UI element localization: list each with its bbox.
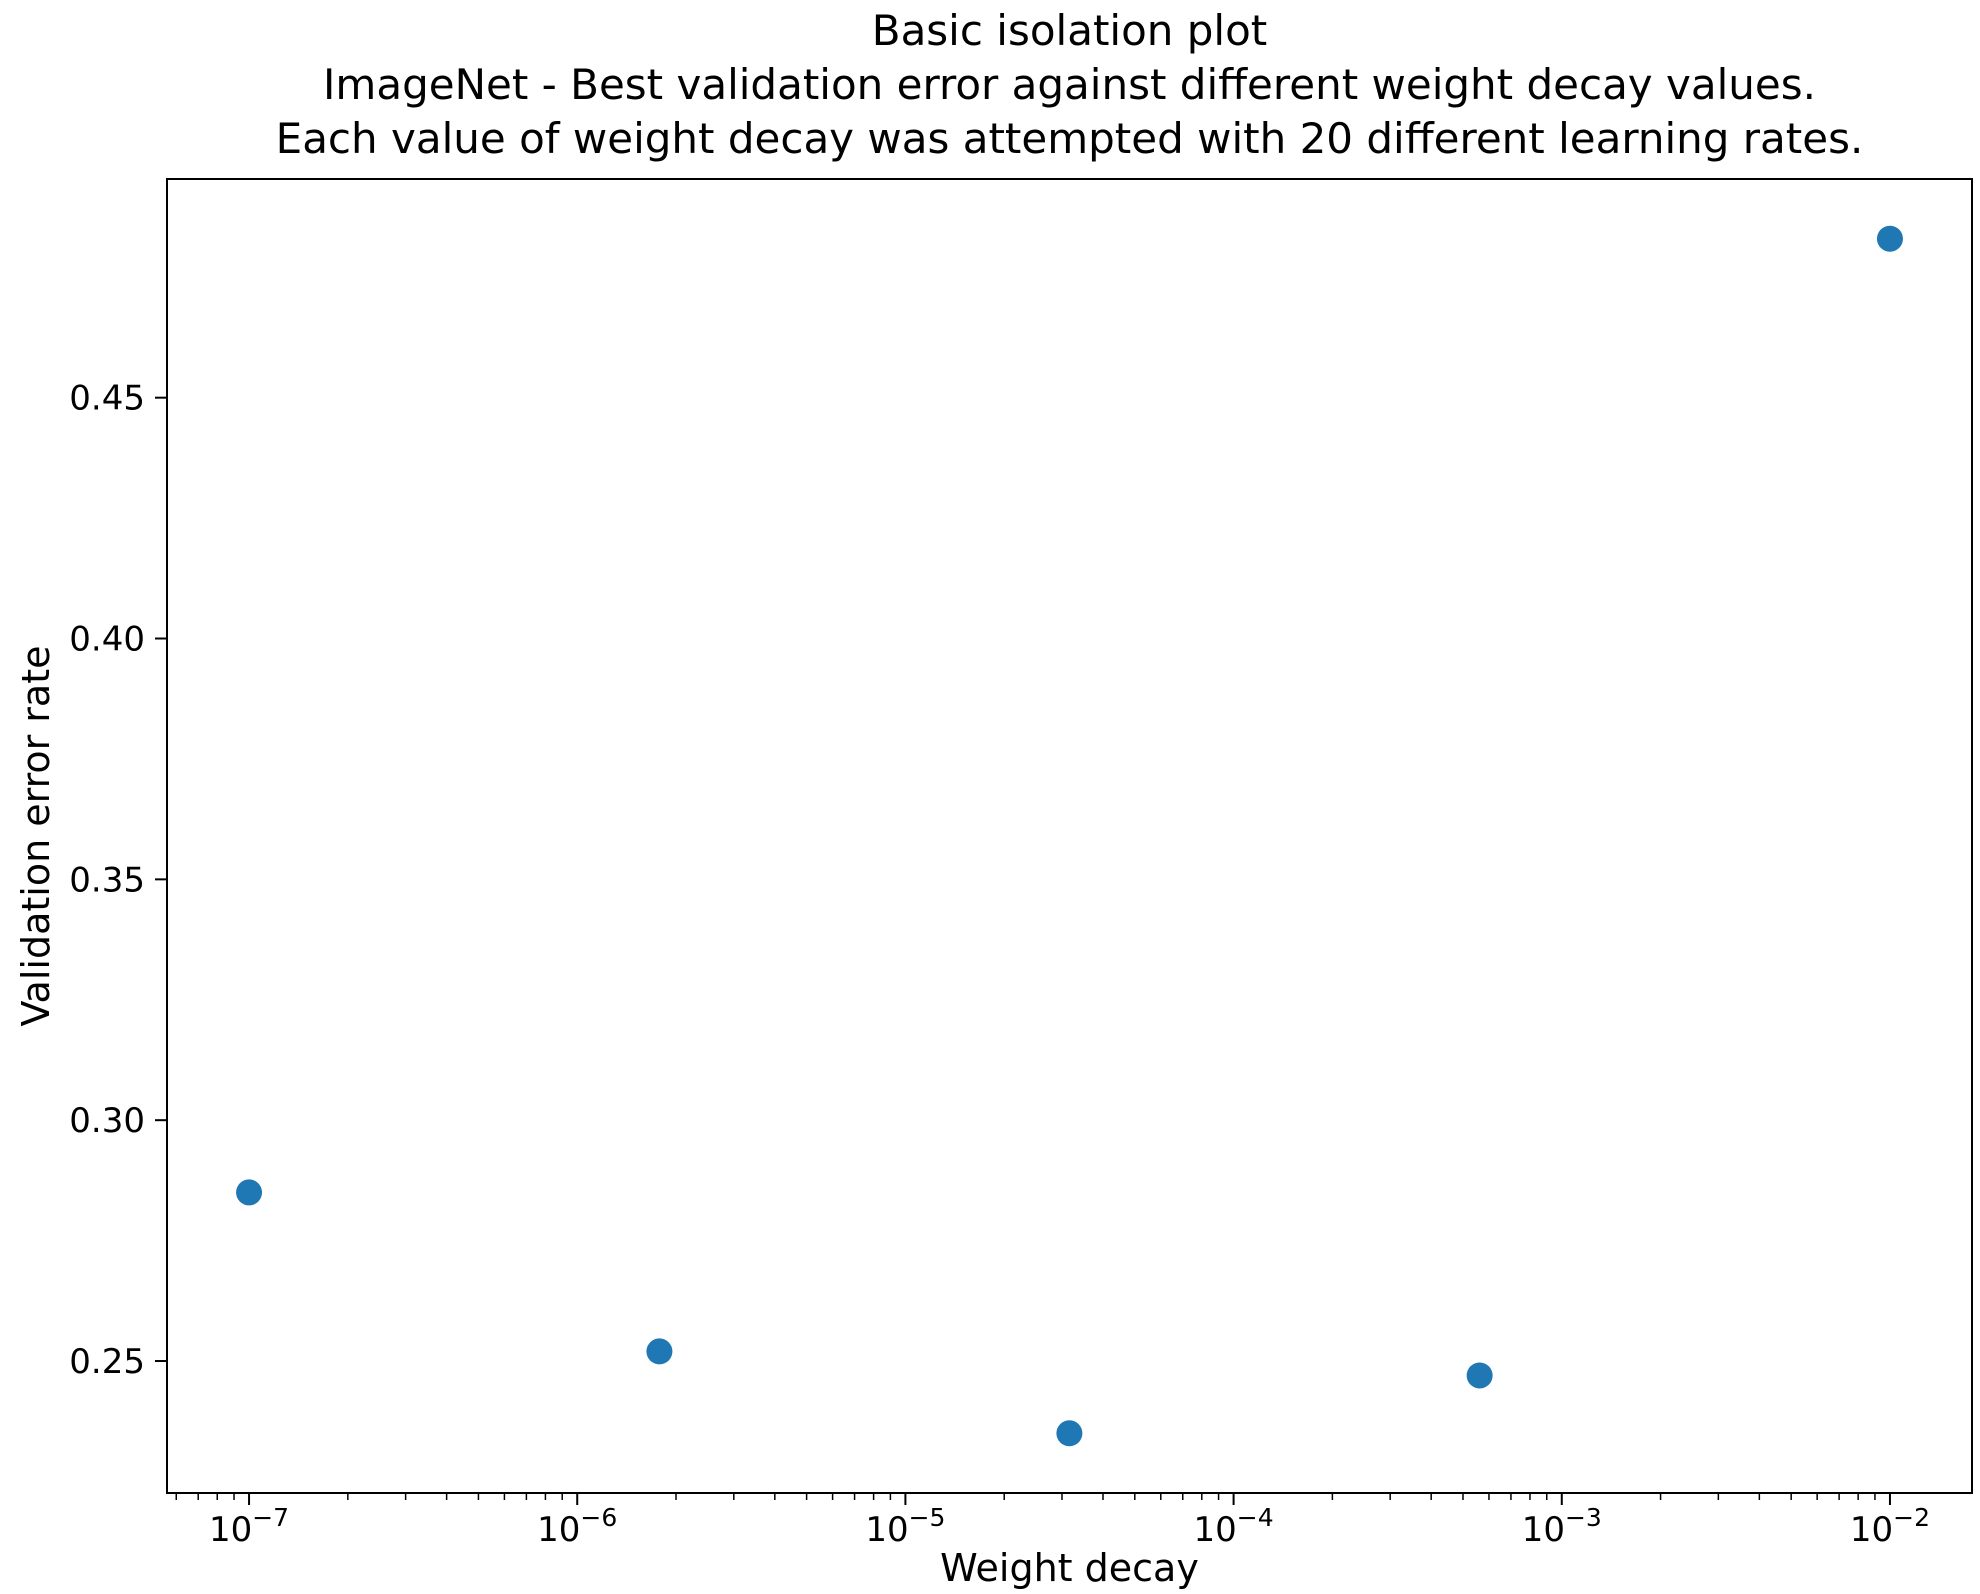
data-point (1876, 225, 1903, 252)
y-tick-label: 0.30 (69, 1101, 145, 1141)
data-point (1466, 1362, 1493, 1389)
y-tick-label: 0.45 (69, 379, 145, 419)
x-tick-label: 10−2 (1850, 1503, 1930, 1550)
data-point (646, 1338, 673, 1365)
x-axis-label: Weight decay (940, 1546, 1199, 1590)
y-tick-label: 0.25 (69, 1342, 145, 1382)
y-axis-label: Validation error rate (14, 645, 58, 1027)
plot-frame (166, 178, 1973, 1494)
x-tick-label: 10−4 (1194, 1503, 1274, 1550)
chart-title: Basic isolation plot ImageNet - Best val… (275, 6, 1864, 163)
x-tick-label: 10−7 (209, 1503, 289, 1550)
y-tick-label: 0.40 (69, 620, 145, 660)
x-tick-label: 10−5 (865, 1503, 945, 1550)
data-point (1056, 1420, 1083, 1447)
x-tick-label: 10−3 (1522, 1503, 1602, 1550)
data-point (236, 1179, 263, 1206)
y-tick-label: 0.35 (69, 860, 145, 900)
x-tick-label: 10−6 (537, 1503, 617, 1550)
